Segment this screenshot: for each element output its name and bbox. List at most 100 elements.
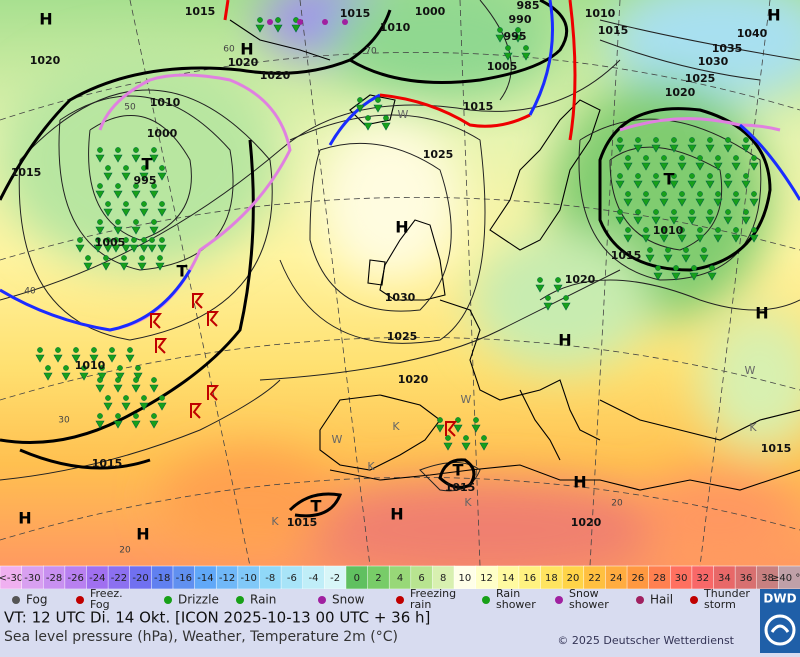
shower-mark bbox=[677, 198, 687, 207]
isobar-label: 1020 bbox=[565, 273, 596, 286]
rain-dot bbox=[133, 377, 139, 383]
legend-label: storm bbox=[704, 598, 736, 611]
scale-label: 4 bbox=[397, 573, 403, 584]
scale-label: -18 bbox=[154, 573, 170, 584]
rain-dot bbox=[697, 191, 703, 197]
shower-mark bbox=[95, 420, 105, 429]
shower-mark bbox=[435, 424, 445, 433]
scale-label: -10 bbox=[240, 573, 256, 584]
isobar-label: 1010 bbox=[150, 96, 181, 109]
shower-mark bbox=[83, 262, 93, 271]
shower-mark bbox=[131, 420, 141, 429]
rain-dot bbox=[141, 201, 147, 207]
shower-mark bbox=[677, 234, 687, 243]
rain-dot bbox=[123, 165, 129, 171]
rain-dot bbox=[709, 265, 715, 271]
rain-dot bbox=[149, 237, 155, 243]
temperature-label: 70 bbox=[365, 47, 377, 57]
shower-mark bbox=[121, 402, 131, 411]
shower-mark bbox=[157, 208, 167, 217]
low-center: T bbox=[142, 155, 153, 174]
shower-mark bbox=[133, 372, 143, 381]
thunder-mark bbox=[150, 313, 162, 329]
shower-mark bbox=[113, 226, 123, 235]
rain-dot bbox=[481, 435, 487, 441]
rain-dot bbox=[105, 237, 111, 243]
shower-mark bbox=[113, 384, 123, 393]
shower-mark bbox=[633, 216, 643, 225]
isobar-label: 1005 bbox=[487, 60, 518, 73]
legend-icon bbox=[236, 596, 244, 604]
rain-dot bbox=[679, 155, 685, 161]
scale-label: -28 bbox=[46, 573, 62, 584]
weather-code: K bbox=[464, 496, 472, 509]
shower-mark bbox=[95, 226, 105, 235]
isobar-label: 1020 bbox=[30, 54, 61, 67]
rain-dot bbox=[103, 255, 109, 261]
shower-mark bbox=[255, 24, 265, 33]
shower-mark bbox=[695, 198, 705, 207]
shower-mark bbox=[373, 104, 383, 113]
rain-dot bbox=[743, 137, 749, 143]
shower-mark bbox=[139, 208, 149, 217]
rain-dot bbox=[725, 137, 731, 143]
scale-label: 14 bbox=[502, 573, 515, 584]
shower-mark bbox=[355, 104, 365, 113]
weather-code: K bbox=[749, 421, 757, 434]
isobar-label: 1000 bbox=[415, 5, 446, 18]
rain-dot bbox=[743, 209, 749, 215]
rain-dot bbox=[653, 209, 659, 215]
dwd-logo[interactable]: DWD bbox=[760, 589, 800, 653]
shower-mark bbox=[687, 216, 697, 225]
rain-dot bbox=[751, 191, 757, 197]
shower-mark bbox=[521, 52, 531, 61]
rain-dot bbox=[135, 365, 141, 371]
rain-dot bbox=[617, 137, 623, 143]
shower-mark bbox=[641, 198, 651, 207]
rain-dot bbox=[751, 155, 757, 161]
thunder-mark bbox=[190, 403, 202, 419]
rain-dot bbox=[715, 155, 721, 161]
shower-mark bbox=[513, 34, 523, 43]
rain-dot bbox=[99, 365, 105, 371]
rain-dot bbox=[275, 17, 281, 23]
rain-dot bbox=[653, 137, 659, 143]
isobar-label: 1010 bbox=[75, 359, 106, 372]
shower-mark bbox=[543, 302, 553, 311]
legend-label: Snow bbox=[569, 587, 599, 600]
rain-dot bbox=[515, 27, 521, 33]
shower-mark bbox=[669, 216, 679, 225]
shower-mark bbox=[645, 254, 655, 263]
temperature-label: 60 bbox=[223, 45, 235, 55]
shower-mark bbox=[705, 180, 715, 189]
shower-mark bbox=[535, 284, 545, 293]
shower-mark bbox=[43, 372, 53, 381]
temperature-label: 40 bbox=[24, 287, 36, 297]
rain-dot bbox=[545, 295, 551, 301]
shower-mark bbox=[749, 234, 759, 243]
rain-dot bbox=[37, 347, 43, 353]
shower-mark bbox=[53, 354, 63, 363]
rain-dot bbox=[97, 147, 103, 153]
rain-dot bbox=[655, 265, 661, 271]
temperature-label: 20 bbox=[119, 546, 131, 556]
isobar-label: 1040 bbox=[737, 27, 768, 40]
rain-dot bbox=[131, 237, 137, 243]
shower-mark bbox=[273, 24, 283, 33]
shower-mark bbox=[561, 302, 571, 311]
shower-mark bbox=[443, 442, 453, 451]
thunder-mark bbox=[445, 421, 457, 437]
shower-mark bbox=[461, 442, 471, 451]
rain-dot bbox=[725, 209, 731, 215]
scale-label: -6 bbox=[287, 573, 297, 584]
shower-mark bbox=[615, 144, 625, 153]
isobar-label: 1000 bbox=[147, 127, 178, 140]
shower-mark bbox=[149, 154, 159, 163]
legend-label: shower bbox=[496, 598, 536, 611]
rain-dot bbox=[751, 227, 757, 233]
legend-icon bbox=[76, 596, 84, 604]
shower-mark bbox=[103, 244, 113, 253]
shower-mark bbox=[677, 162, 687, 171]
legend-label: Rain bbox=[250, 593, 276, 607]
